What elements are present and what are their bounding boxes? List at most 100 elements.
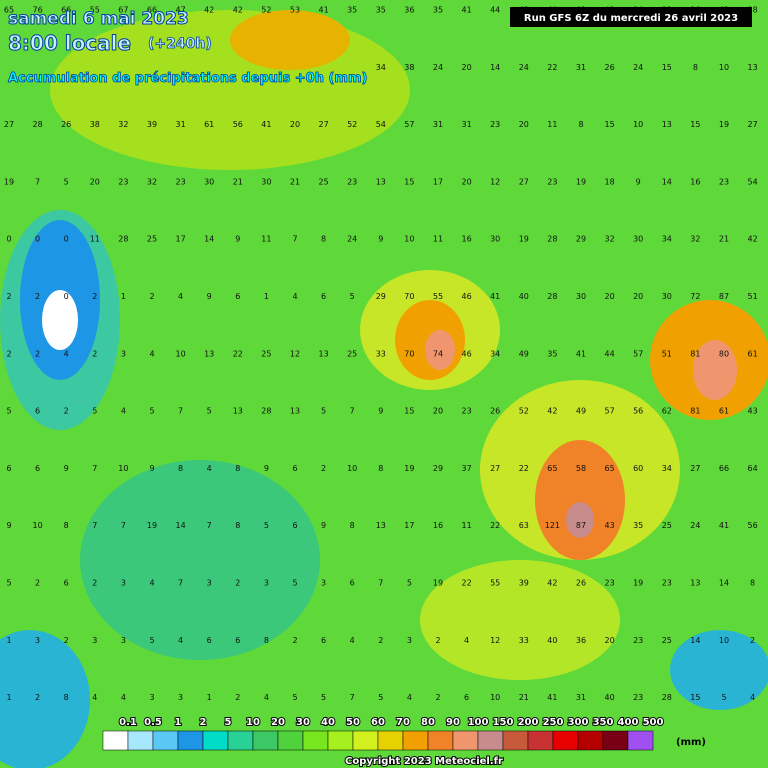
- grid-value: 64: [748, 464, 758, 473]
- grid-value: 51: [748, 292, 758, 301]
- grid-value: 7: [35, 177, 40, 186]
- grid-value: 28: [748, 6, 758, 15]
- grid-value: 6: [6, 464, 11, 473]
- legend-label: 1: [175, 717, 182, 728]
- legend-label: 70: [396, 717, 410, 728]
- grid-value: 6: [321, 636, 326, 645]
- grid-value: 18: [605, 177, 615, 186]
- grid-value: 51: [662, 349, 672, 358]
- grid-value: 41: [319, 6, 329, 15]
- grid-value: 8: [578, 120, 583, 129]
- grid-value: 28: [118, 235, 128, 244]
- grid-value: 22: [519, 464, 529, 473]
- grid-value: 16: [433, 521, 443, 530]
- grid-value: 21: [290, 177, 300, 186]
- grid-value: 70: [404, 349, 414, 358]
- legend-label: 20: [271, 717, 285, 728]
- grid-value: 20: [462, 63, 472, 72]
- grid-value: 66: [61, 6, 71, 15]
- grid-value: 38: [404, 63, 414, 72]
- grid-value: 3: [264, 579, 269, 588]
- grid-value: 1: [207, 693, 212, 702]
- grid-value: 6: [321, 292, 326, 301]
- grid-value: 7: [92, 464, 97, 473]
- grid-value: 25: [662, 636, 672, 645]
- value-grid: 6576665567664742425253413535363541444340…: [4, 6, 758, 703]
- grid-value: 27: [4, 120, 14, 129]
- grid-value: 76: [33, 6, 43, 15]
- grid-value: 10: [347, 464, 357, 473]
- grid-value: 25: [319, 177, 329, 186]
- grid-value: 4: [92, 693, 97, 702]
- grid-value: 32: [605, 235, 615, 244]
- grid-value: 22: [547, 63, 557, 72]
- grid-value: 3: [121, 579, 126, 588]
- legend-swatch: [277, 730, 304, 751]
- grid-value: 10: [490, 693, 500, 702]
- grid-value: 6: [350, 579, 355, 588]
- grid-value: 25: [347, 349, 357, 358]
- legend-label: 150: [493, 717, 514, 728]
- grid-value: 24: [433, 63, 443, 72]
- grid-value: 6: [235, 292, 240, 301]
- grid-value: 7: [378, 579, 383, 588]
- grid-value: 8: [693, 63, 698, 72]
- grid-value: 33: [376, 349, 386, 358]
- grid-value: 5: [149, 407, 154, 416]
- legend-swatch: [152, 730, 179, 751]
- grid-value: 31: [176, 120, 186, 129]
- grid-value: 3: [149, 693, 154, 702]
- grid-value: 7: [178, 407, 183, 416]
- grid-value: 10: [719, 63, 729, 72]
- grid-value: 4: [121, 693, 126, 702]
- grid-value: 2: [64, 407, 69, 416]
- legend-swatch: [302, 730, 329, 751]
- grid-value: 37: [462, 464, 472, 473]
- grid-value: 34: [662, 464, 672, 473]
- grid-value: 63: [519, 521, 529, 530]
- grid-value: 14: [690, 636, 700, 645]
- grid-value: 35: [547, 349, 557, 358]
- grid-value: 27: [490, 464, 500, 473]
- grid-value: 27: [690, 464, 700, 473]
- grid-value: 29: [576, 235, 586, 244]
- grid-value: 11: [90, 235, 100, 244]
- grid-value: 4: [149, 579, 154, 588]
- grid-value: 9: [378, 407, 383, 416]
- grid-value: 29: [376, 292, 386, 301]
- grid-value: 54: [376, 120, 386, 129]
- grid-value: 41: [490, 292, 500, 301]
- legend-swatch: [327, 730, 354, 751]
- grid-value: 43: [605, 521, 615, 530]
- run-info: Run GFS 6Z du mercredi 26 avril 2023: [524, 13, 738, 24]
- grid-value: 20: [290, 120, 300, 129]
- grid-value: 4: [464, 636, 469, 645]
- grid-value: 23: [490, 120, 500, 129]
- grid-value: 23: [462, 407, 472, 416]
- legend-swatch: [202, 730, 229, 751]
- grid-value: 19: [433, 579, 443, 588]
- grid-value: 13: [319, 349, 329, 358]
- grid-value: 25: [662, 521, 672, 530]
- grid-value: 32: [690, 235, 700, 244]
- grid-value: 56: [748, 521, 758, 530]
- grid-value: 2: [321, 464, 326, 473]
- grid-value: 25: [147, 235, 157, 244]
- grid-value: 19: [719, 120, 729, 129]
- grid-value: 7: [207, 521, 212, 530]
- grid-value: 27: [319, 120, 329, 129]
- grid-value: 7: [178, 579, 183, 588]
- grid-value: 17: [404, 521, 414, 530]
- grid-value: 33: [519, 636, 529, 645]
- grid-value: 8: [235, 464, 240, 473]
- grid-value: 16: [690, 177, 700, 186]
- grid-value: 61: [719, 407, 729, 416]
- grid-value: 41: [719, 521, 729, 530]
- grid-value: 42: [547, 407, 557, 416]
- grid-value: 7: [292, 235, 297, 244]
- grid-value: 2: [92, 292, 97, 301]
- legend-swatch: [577, 730, 604, 751]
- grid-value: 14: [490, 63, 500, 72]
- grid-value: 23: [662, 579, 672, 588]
- grid-value: 121: [545, 521, 560, 530]
